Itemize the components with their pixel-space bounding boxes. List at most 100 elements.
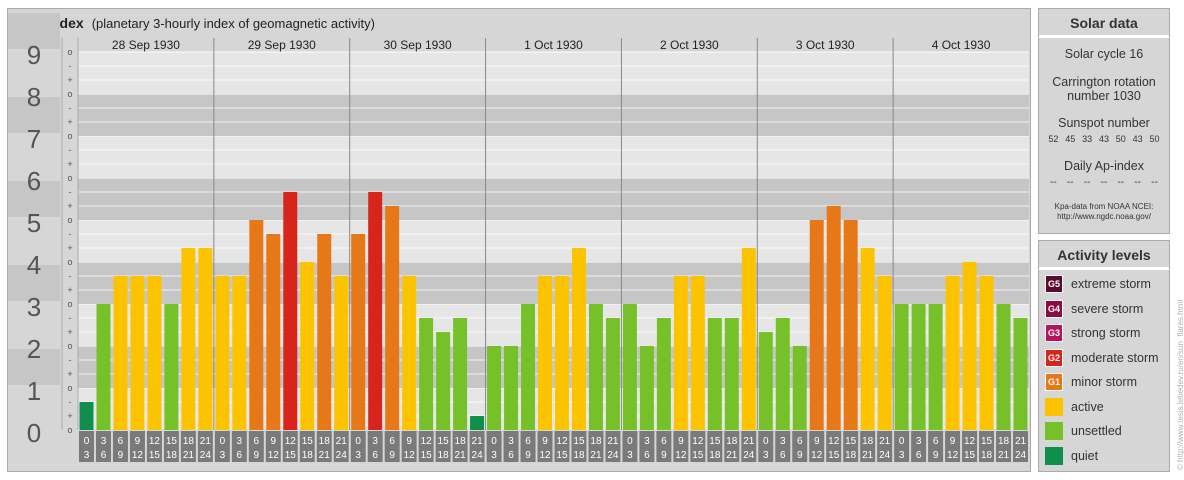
carrington-line2: number 1030 [1067, 89, 1141, 103]
kp-bar [911, 304, 926, 430]
y-tick-bg [8, 13, 60, 49]
interval-start: 12 [285, 436, 297, 447]
activity-level-row: active [1039, 395, 1169, 420]
activity-level-swatch [1045, 397, 1063, 416]
interval-end: 21 [455, 450, 467, 461]
interval-start: 15 [845, 436, 857, 447]
y-subtick-label: o [67, 299, 72, 309]
interval-end: 6 [237, 450, 243, 461]
interval-end: 24 [1015, 450, 1027, 461]
ap-title: Daily Ap-index [1064, 159, 1144, 173]
kp-bar [724, 317, 739, 430]
kp-bar [758, 332, 773, 430]
interval-cell [1013, 431, 1028, 462]
y-subtick-label: o [67, 257, 72, 267]
interval-cell [809, 431, 825, 462]
interval-cell [146, 431, 162, 462]
interval-end: 18 [438, 450, 450, 461]
interval-start: 9 [950, 436, 956, 447]
activity-level-row: G3 strong storm [1039, 321, 1169, 346]
interval-start: 12 [828, 436, 840, 447]
activity-levels-title: Activity levels [1039, 241, 1169, 270]
interval-cell [79, 431, 94, 462]
kp-bar [521, 304, 536, 430]
ap-value: -- [1083, 177, 1091, 188]
y-tick-label: 9 [27, 40, 41, 70]
y-subtick-label: o [67, 47, 72, 57]
kp-band [78, 220, 1029, 262]
interval-end: 18 [166, 450, 178, 461]
interval-cell [282, 431, 298, 462]
solar-data-title: Solar data [1039, 9, 1169, 38]
interval-start: 12 [964, 436, 976, 447]
kp-bar [571, 248, 586, 430]
interval-end: 24 [743, 450, 755, 461]
activity-level-label: minor storm [1071, 375, 1137, 390]
kp-bar [639, 346, 654, 430]
y-subtick-label: + [67, 159, 72, 169]
interval-cell [537, 431, 553, 462]
activity-level-label: extreme storm [1071, 277, 1151, 292]
day-label: 2 Oct 1930 [660, 38, 719, 52]
interval-end: 21 [998, 450, 1010, 461]
interval-end: 12 [132, 450, 144, 461]
source-line1: Kpa-data from NOAA NCEI: [1054, 202, 1154, 211]
interval-start: 6 [661, 436, 667, 447]
activity-level-swatch: G4 [1045, 299, 1063, 318]
kp-bar [453, 317, 468, 430]
interval-cell [197, 431, 213, 462]
interval-cell [163, 431, 179, 462]
interval-cell [996, 431, 1012, 462]
interval-cell [503, 431, 519, 462]
y-subtick-label: + [67, 243, 72, 253]
y-subtick-label: o [67, 89, 72, 99]
kp-bar [419, 317, 434, 430]
interval-start: 0 [355, 436, 361, 447]
interval-end: 3 [355, 450, 361, 461]
interval-cell [401, 431, 417, 462]
kp-bar [164, 304, 179, 430]
y-subtick-label: + [67, 201, 72, 211]
sunspot-value: 52 [1048, 134, 1059, 144]
interval-end: 9 [525, 450, 531, 461]
kp-bar [826, 206, 841, 430]
carrington-line1: Carrington rotation [1052, 75, 1156, 89]
activity-level-label: moderate storm [1071, 350, 1159, 365]
interval-cell [469, 431, 485, 462]
interval-end: 15 [556, 450, 568, 461]
day-label: 28 Sep 1930 [112, 38, 180, 52]
interval-start: 21 [879, 436, 891, 447]
interval-end: 18 [845, 450, 857, 461]
interval-end: 12 [404, 450, 416, 461]
y-subtick-label: o [67, 383, 72, 393]
activity-level-row: G5 extreme storm [1039, 272, 1169, 297]
interval-start: 6 [389, 436, 395, 447]
interval-start: 15 [166, 436, 178, 447]
interval-cell [622, 431, 638, 462]
interval-end: 24 [879, 450, 891, 461]
interval-cell [690, 431, 706, 462]
interval-start: 3 [780, 436, 786, 447]
kp-bar [181, 248, 196, 430]
kp-bar [1013, 317, 1028, 430]
activity-level-row: unsettled [1039, 419, 1169, 444]
interval-start: 6 [118, 436, 124, 447]
y-tick-label: 4 [27, 250, 41, 280]
activity-level-row: G2 moderate storm [1039, 346, 1169, 371]
interval-start: 9 [271, 436, 277, 447]
interval-start: 15 [709, 436, 721, 447]
interval-end: 9 [661, 450, 667, 461]
day-label: 4 Oct 1930 [932, 38, 991, 52]
kp-bar [283, 191, 298, 430]
interval-start: 15 [981, 436, 993, 447]
interval-end: 12 [947, 450, 959, 461]
y-subtick-label: + [67, 75, 72, 85]
activity-level-label: quiet [1071, 448, 1099, 463]
kp-bar [198, 248, 213, 430]
sunspot-value: 45 [1065, 134, 1076, 144]
interval-start: 0 [84, 436, 90, 447]
interval-cell [911, 431, 927, 462]
activity-level-swatch: G5 [1045, 275, 1063, 294]
activity-level-swatch: G2 [1045, 348, 1063, 367]
kp-bar [775, 317, 790, 430]
